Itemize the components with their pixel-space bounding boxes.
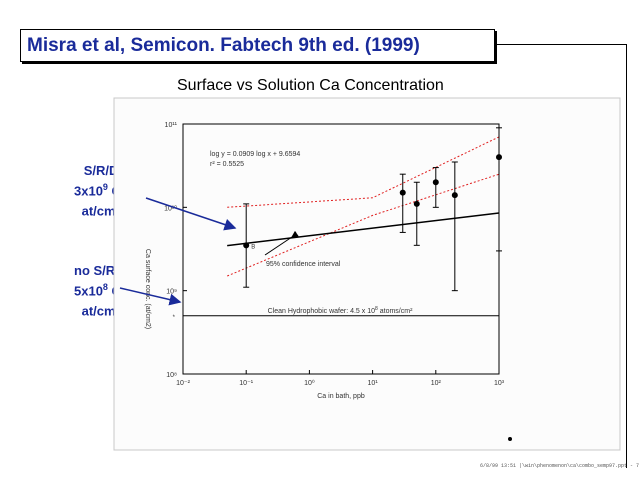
- page-title: Misra et al, Semicon. Fabtech 9th ed. (1…: [27, 35, 420, 56]
- x-axis-label: Ca in bath, ppb: [317, 393, 365, 400]
- x-tick-label: 10⁻²: [176, 380, 190, 387]
- scanned-page-frame: [113, 97, 621, 451]
- data-point: [399, 189, 406, 196]
- confidence-upper-line: [227, 136, 500, 208]
- srd-line-1: S/R/D: [83, 163, 119, 178]
- y-tick-label: 10¹⁰: [164, 204, 177, 212]
- data-point: [432, 179, 439, 186]
- x-tick-label: 10⁻¹: [239, 380, 253, 387]
- data-point: [496, 154, 502, 161]
- data-point: [451, 192, 458, 199]
- title-box: Misra et al, Semicon. Fabtech 9th ed. (1…: [20, 29, 495, 62]
- title-connector-vertical: [626, 44, 627, 468]
- data-point: [413, 200, 420, 207]
- baseline-label: Clean Hydrophobic wafer: 4.5 x 108 atoms…: [268, 306, 413, 315]
- slide-subtitle: Surface vs Solution Ca Concentration: [177, 77, 444, 94]
- y-tick-label: 10⁹: [166, 289, 177, 296]
- data-point-label: B: [251, 244, 255, 250]
- footer-text: 6/8/99 13:51 |\win\phenomenon\ca\combo_s…: [480, 463, 640, 469]
- x-tick-label: 10³: [494, 380, 505, 387]
- y-tick-label: 10¹¹: [165, 122, 178, 129]
- baseline-marker: *: [173, 315, 176, 321]
- x-tick-label: 10²: [431, 380, 442, 387]
- nosrd-arrow: [119, 287, 182, 306]
- confidence-lower-line: [227, 173, 500, 277]
- x-tick-label: 10¹: [368, 380, 379, 387]
- confidence-arrow: [264, 230, 299, 256]
- confidence-label: 95% confidence interval: [266, 261, 341, 268]
- footer-dot: [508, 437, 512, 441]
- fit-equation: log y = 0.0909 log x + 9.6594: [210, 151, 300, 158]
- srd-arrow: [145, 197, 237, 231]
- fit-line: [227, 212, 500, 247]
- y-tick-label: 10⁸: [166, 372, 177, 379]
- y-axis-label: Ca surface conc. (at/cm2): [144, 249, 151, 329]
- fit-r2: r² = 0.5525: [210, 161, 244, 168]
- x-tick-label: 10⁰: [304, 379, 315, 387]
- title-connector-horizontal: [496, 44, 627, 45]
- data-point: [243, 242, 250, 249]
